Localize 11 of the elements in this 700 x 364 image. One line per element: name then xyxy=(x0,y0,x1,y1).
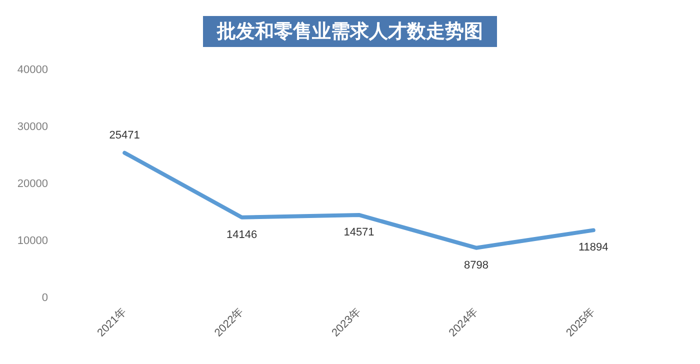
data-label: 8798 xyxy=(464,259,488,272)
y-tick-label: 40000 xyxy=(17,64,48,76)
data-label: 11894 xyxy=(578,242,608,254)
y-tick-label: 30000 xyxy=(17,121,48,133)
data-label: 25471 xyxy=(109,129,140,142)
y-tick-label: 0 xyxy=(42,292,48,304)
data-label: 14146 xyxy=(226,228,258,241)
y-tick-label: 10000 xyxy=(17,235,48,247)
chart-title: 批发和零售业需求人才数走势图 xyxy=(216,20,483,42)
y-tick-label: 20000 xyxy=(17,178,48,190)
data-label: 14571 xyxy=(344,226,374,238)
